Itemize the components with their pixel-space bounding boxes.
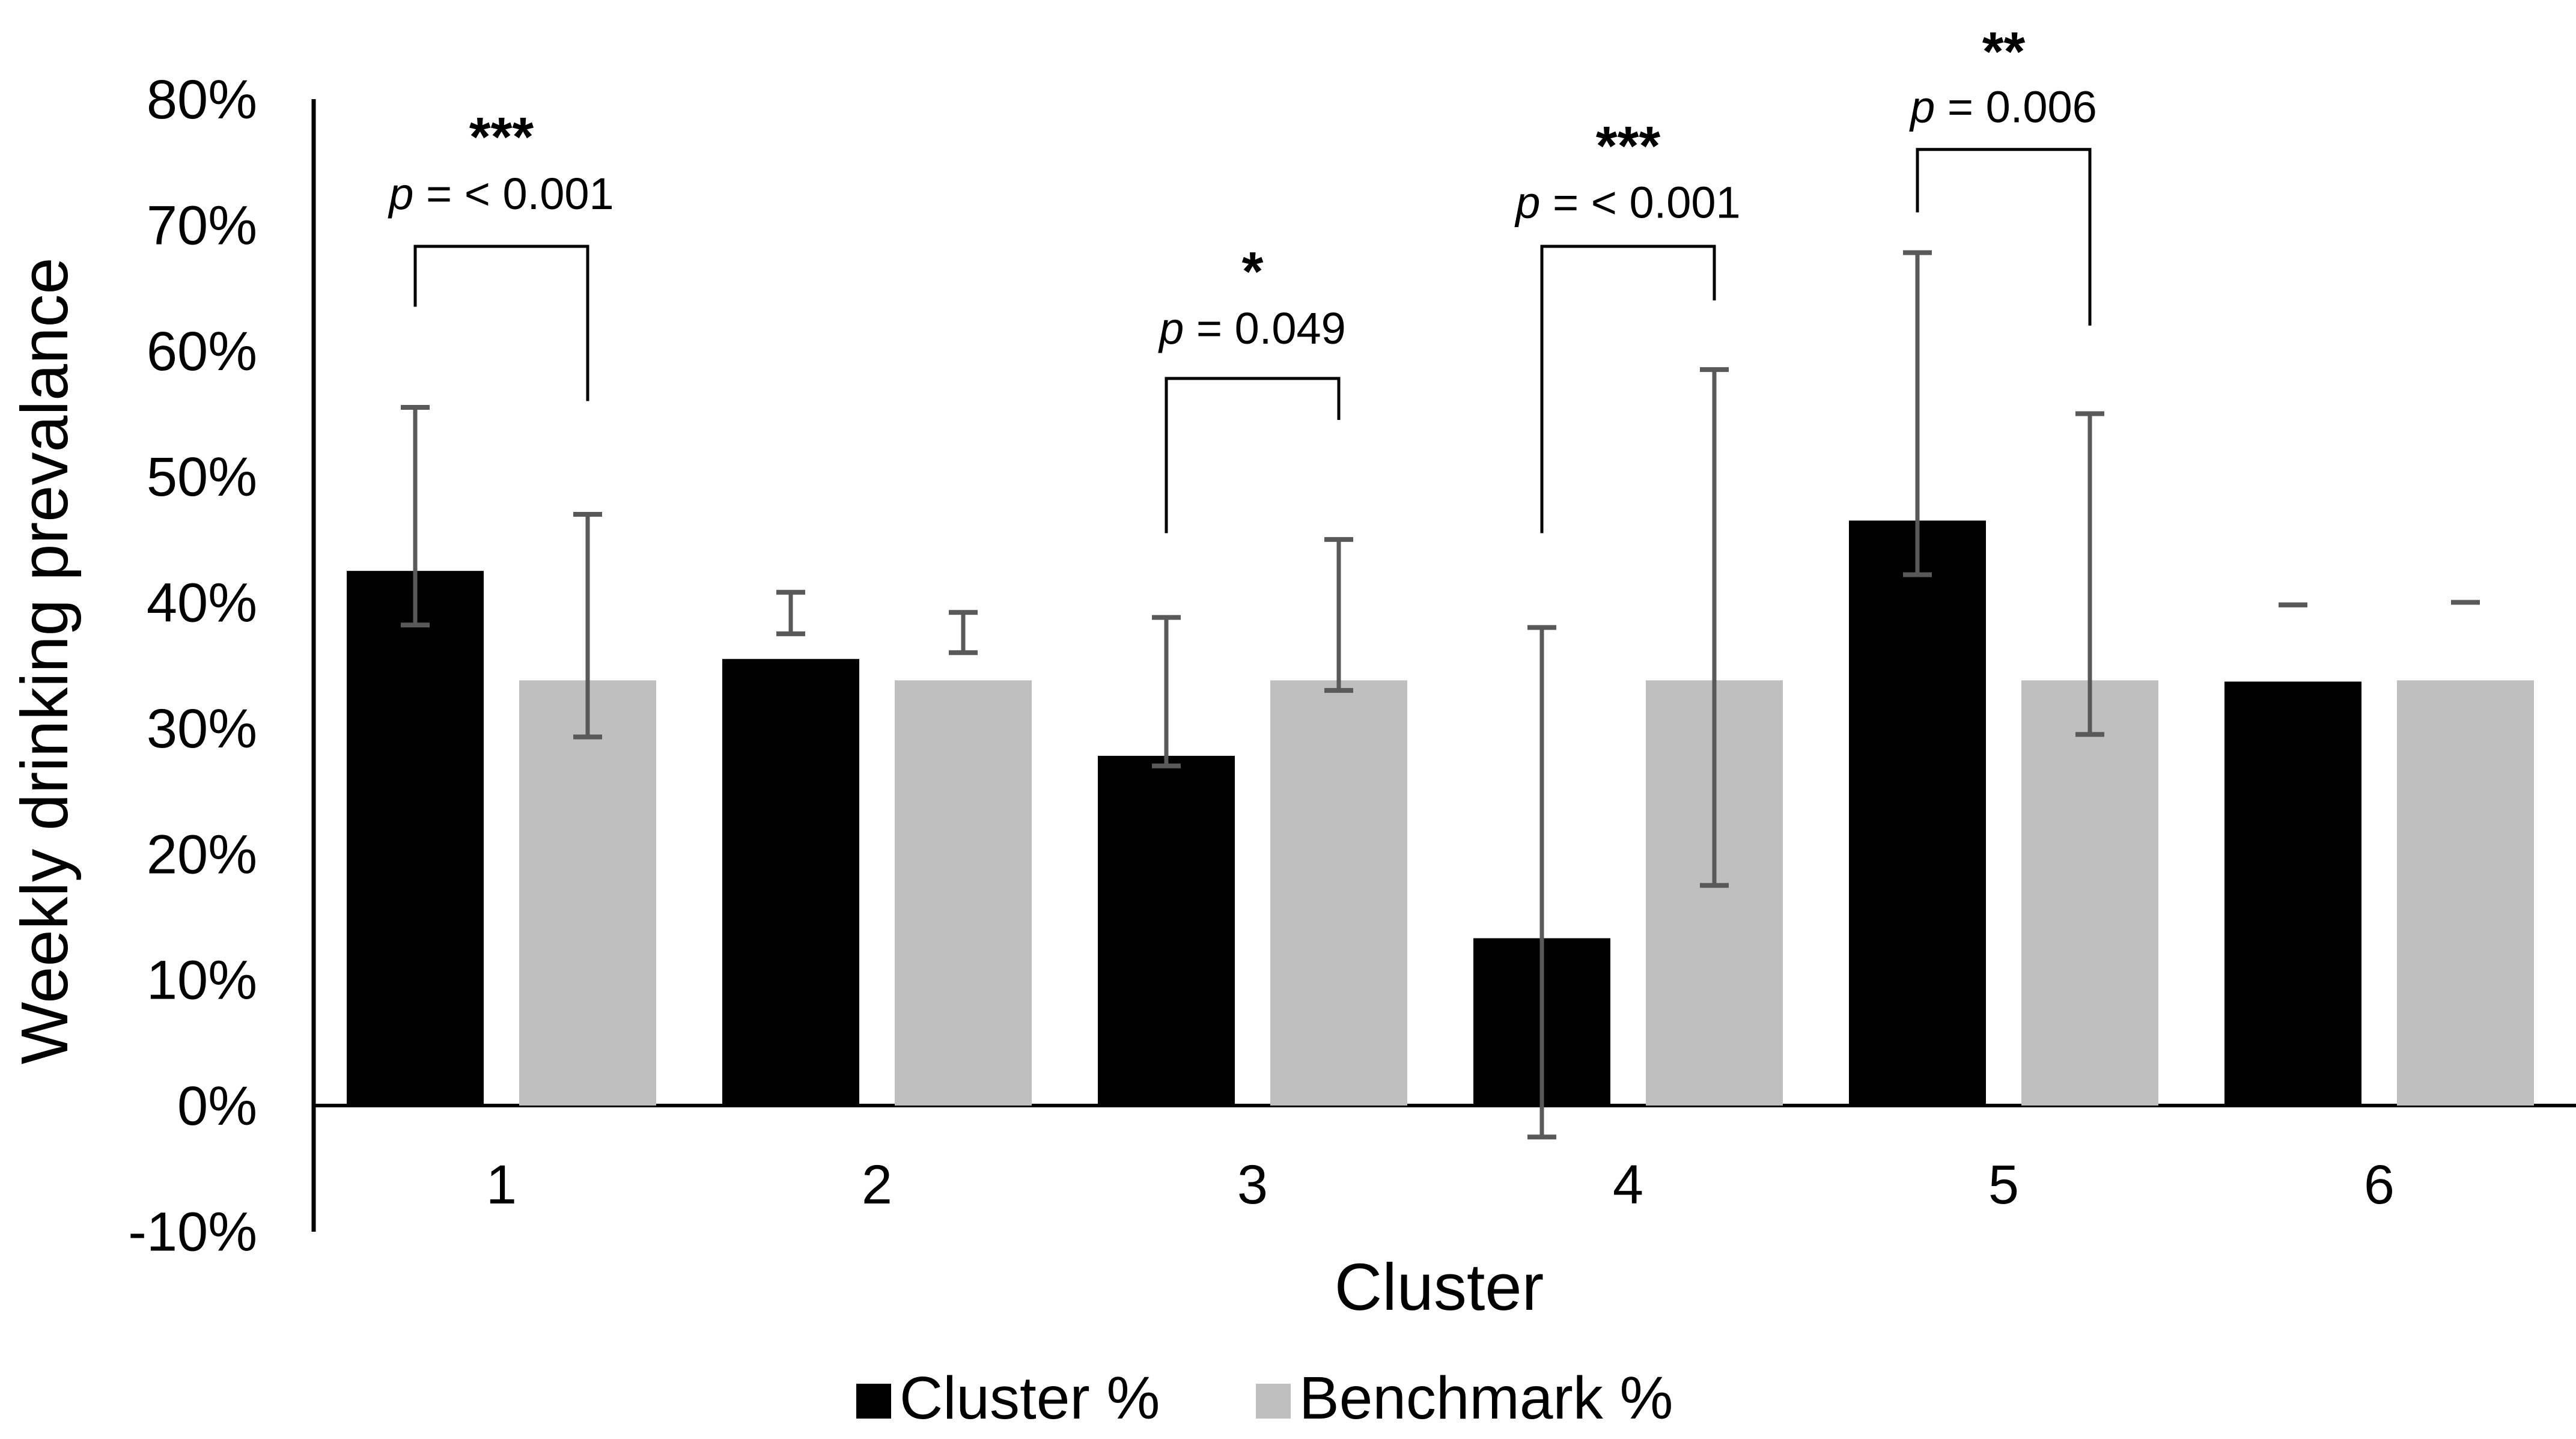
error-bar-benchmark-5 <box>2075 411 2104 737</box>
legend-label-cluster: Cluster % <box>900 1364 1160 1432</box>
p-value-label: p = 0.049 <box>1158 303 1346 353</box>
axes: -10% 0% 10% 20% 30% 40% 50% 60% 70% 80% 1 2 3 4 5 6 <box>128 69 2576 1262</box>
bar-cluster-2 <box>722 659 859 1106</box>
significance-cluster-1: ***p = < 0.001 <box>388 107 614 401</box>
p-value-text: = < 0.001 <box>413 169 614 219</box>
significance-bracket <box>1165 377 1341 534</box>
significance-cluster-4: ***p = < 0.001 <box>1514 115 1741 534</box>
significance-bracket <box>1540 245 1716 534</box>
y-axis-title: Weekly drinking prevalance <box>8 257 82 1064</box>
x-tick-label: 4 <box>1613 1154 1643 1215</box>
p-value-label: p = < 0.001 <box>1514 178 1740 228</box>
bar-cluster-5 <box>1849 520 1986 1106</box>
error-bar-cluster-1 <box>401 404 430 628</box>
y-tick-label: 50% <box>147 446 257 508</box>
y-tick-label: 40% <box>147 573 257 634</box>
significance-stars: * <box>1242 242 1264 303</box>
x-tick-label: 2 <box>862 1154 892 1215</box>
bar-cluster-1 <box>347 571 484 1106</box>
bar-benchmark-5 <box>2021 680 2158 1106</box>
significance-annotations: ***p = < 0.001*p = 0.049***p = < 0.001**… <box>388 21 2097 534</box>
bar-benchmark-3 <box>1270 680 1407 1106</box>
y-tick-label: 60% <box>147 321 257 382</box>
error-bar-benchmark-2 <box>949 610 978 656</box>
significance-stars: *** <box>1596 115 1661 177</box>
bar-benchmark-6 <box>2397 680 2534 1106</box>
bar-cluster-6 <box>2224 681 2361 1106</box>
y-tick-label: 20% <box>147 824 257 885</box>
x-tick-label: 1 <box>486 1154 517 1215</box>
legend: Cluster % Benchmark % <box>856 1364 1673 1432</box>
error-bar-cluster-2 <box>776 589 805 636</box>
p-value-label: p = < 0.001 <box>388 169 614 219</box>
significance-bracket <box>1916 148 2092 326</box>
significance-stars: ** <box>1982 21 2026 82</box>
error-bars <box>401 250 2480 1140</box>
legend-swatch-cluster <box>856 1384 891 1419</box>
error-bar-cluster-5 <box>1903 250 1932 577</box>
bars <box>347 520 2534 1106</box>
y-tick-label: 80% <box>147 69 257 130</box>
bar-cluster-3 <box>1098 755 1235 1106</box>
p-symbol: p <box>388 169 413 219</box>
p-value-text: = 0.049 <box>1184 303 1346 353</box>
error-bar-cluster-3 <box>1152 615 1181 768</box>
significance-cluster-5: **p = 0.006 <box>1909 21 2097 326</box>
significance-stars: *** <box>469 107 534 168</box>
y-tick-label: 70% <box>147 195 257 256</box>
y-tick-label: -10% <box>128 1201 257 1262</box>
p-symbol: p <box>1514 178 1540 228</box>
significance-bracket <box>413 245 589 401</box>
x-tick-label: 3 <box>1237 1154 1268 1215</box>
p-symbol: p <box>1158 303 1184 353</box>
x-tick-label: 6 <box>2364 1154 2395 1215</box>
bar-benchmark-2 <box>895 680 1032 1106</box>
x-tick-label: 5 <box>1988 1154 2019 1215</box>
p-symbol: p <box>1909 82 1935 132</box>
error-bar-cluster-4 <box>1527 625 1556 1140</box>
y-tick-label: 30% <box>147 698 257 759</box>
legend-label-benchmark: Benchmark % <box>1299 1364 1673 1432</box>
bar-benchmark-1 <box>519 680 656 1106</box>
y-tick-label: 10% <box>147 950 257 1011</box>
y-tick-label: 0% <box>177 1075 257 1137</box>
p-value-text: = < 0.001 <box>1540 178 1740 228</box>
significance-cluster-3: *p = 0.049 <box>1158 242 1346 534</box>
error-bar-benchmark-4 <box>1700 367 1729 888</box>
x-axis-title: Cluster <box>1335 1250 1544 1324</box>
error-bar-benchmark-3 <box>1324 537 1353 693</box>
error-bar-benchmark-1 <box>573 511 602 740</box>
legend-swatch-benchmark <box>1256 1384 1291 1419</box>
p-value-label: p = 0.006 <box>1909 82 2097 132</box>
p-value-text: = 0.006 <box>1935 82 2097 132</box>
